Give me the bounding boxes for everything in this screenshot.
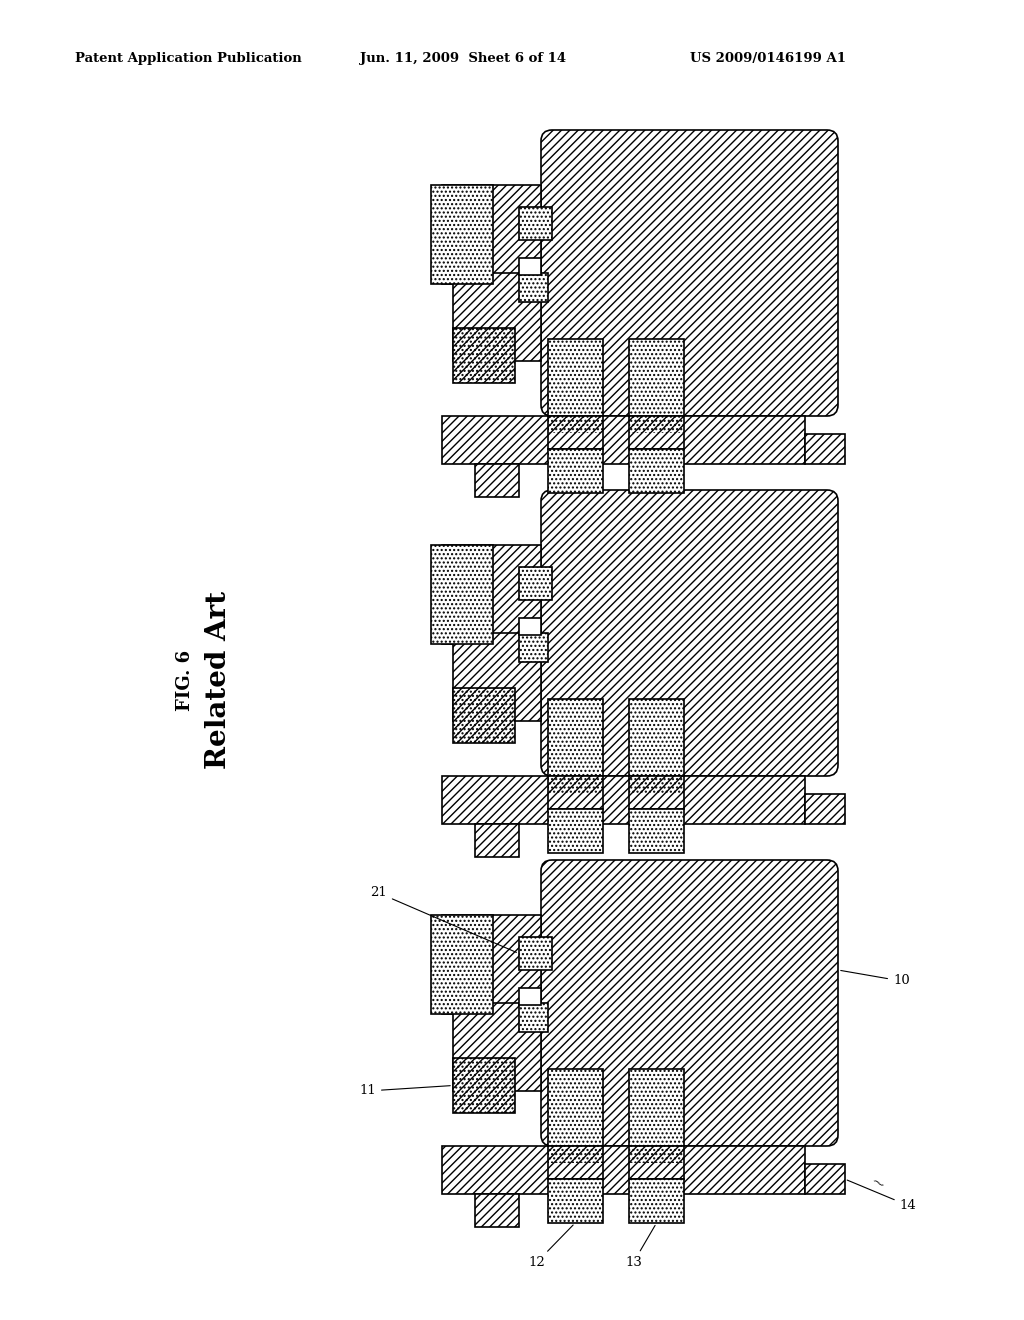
Text: 21: 21 <box>371 887 516 953</box>
Bar <box>548 339 602 416</box>
Bar <box>629 700 684 776</box>
Bar <box>519 273 548 301</box>
Bar <box>548 449 602 492</box>
Bar <box>519 618 541 635</box>
Bar <box>548 1146 602 1163</box>
Bar <box>548 776 602 809</box>
Bar <box>629 1146 684 1163</box>
Bar <box>475 825 519 858</box>
Bar <box>431 545 493 644</box>
Bar <box>431 915 493 1014</box>
Bar <box>442 915 541 1014</box>
Bar <box>475 465 519 498</box>
FancyBboxPatch shape <box>541 861 838 1146</box>
Bar <box>519 937 552 970</box>
Bar <box>629 1069 684 1146</box>
Text: Related Art: Related Art <box>205 591 231 770</box>
Bar <box>548 416 602 433</box>
Bar <box>442 1146 805 1195</box>
Text: US 2009/0146199 A1: US 2009/0146199 A1 <box>690 51 846 65</box>
Bar <box>548 1069 602 1146</box>
Bar <box>548 1179 602 1224</box>
Bar <box>519 207 552 240</box>
Bar <box>453 688 515 743</box>
Bar <box>519 634 548 661</box>
Bar <box>805 433 845 465</box>
Bar <box>442 545 541 644</box>
Bar <box>519 1003 548 1032</box>
Bar <box>453 1059 515 1113</box>
Bar <box>629 1179 684 1224</box>
Bar <box>629 339 684 416</box>
Bar <box>629 416 684 433</box>
Bar <box>629 449 684 492</box>
Bar <box>548 809 602 853</box>
Text: 13: 13 <box>625 1225 655 1269</box>
Text: 10: 10 <box>841 970 909 987</box>
Bar <box>519 568 552 601</box>
Bar <box>453 273 541 360</box>
Text: Jun. 11, 2009  Sheet 6 of 14: Jun. 11, 2009 Sheet 6 of 14 <box>360 51 566 65</box>
Bar <box>805 1164 845 1195</box>
Bar <box>629 416 684 449</box>
Bar <box>629 1146 684 1179</box>
Bar <box>453 634 541 721</box>
FancyBboxPatch shape <box>541 490 838 776</box>
Bar <box>453 1059 515 1113</box>
Bar <box>442 776 805 825</box>
Bar <box>442 185 541 284</box>
Bar <box>475 1195 519 1228</box>
Text: 14: 14 <box>847 1180 916 1212</box>
Bar <box>805 793 845 825</box>
Bar <box>519 987 541 1006</box>
Bar <box>453 1003 541 1092</box>
Bar <box>519 257 541 275</box>
Text: 11: 11 <box>359 1085 451 1097</box>
FancyBboxPatch shape <box>541 129 838 416</box>
Text: Patent Application Publication: Patent Application Publication <box>75 51 302 65</box>
Bar <box>453 327 515 383</box>
Bar <box>548 776 602 792</box>
Bar <box>431 185 493 284</box>
Text: 12: 12 <box>528 1225 573 1269</box>
Text: FIG. 6: FIG. 6 <box>176 649 194 710</box>
Bar <box>629 776 684 792</box>
Bar <box>442 416 805 465</box>
Bar <box>629 809 684 853</box>
Bar <box>453 327 515 383</box>
Text: ~: ~ <box>867 1172 888 1195</box>
Bar <box>548 700 602 776</box>
Bar <box>548 416 602 449</box>
Bar <box>548 1146 602 1179</box>
Bar <box>629 776 684 809</box>
Bar <box>453 688 515 743</box>
